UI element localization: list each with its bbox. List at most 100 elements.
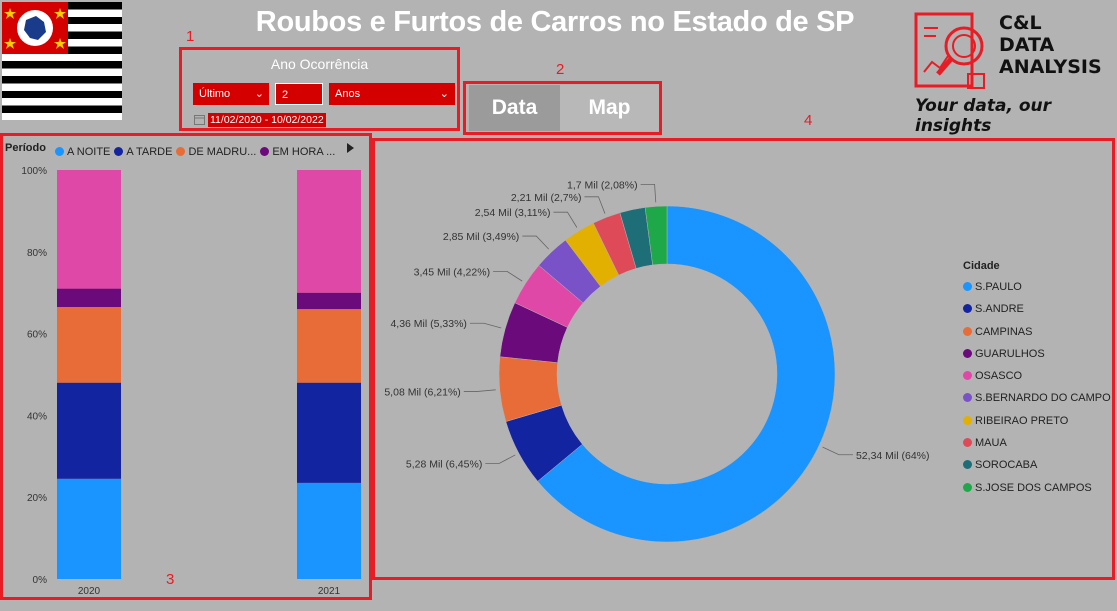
donut-legend-label: S.ANDRE <box>975 303 1024 316</box>
leader-line <box>584 196 606 214</box>
donut-data-label: 2,85 Mil (3,49%) <box>443 231 519 243</box>
donut-legend-item-campinas[interactable]: CAMPINAS <box>963 321 1113 343</box>
donut-data-label: 5,08 Mil (6,21%) <box>384 386 460 398</box>
bar-legend-item-em-hora[interactable]: EM HORA ... <box>260 146 335 156</box>
flag-canton <box>2 2 68 54</box>
donut-data-label: 52,34 Mil (64%) <box>856 450 930 462</box>
donut-data-label: 1,7 Mil (2,08%) <box>567 179 638 191</box>
donut-legend-label: S.JOSE DOS CAMPOS <box>975 481 1092 494</box>
legend-next-icon[interactable] <box>345 142 355 154</box>
donut-legend-item-guarulhos[interactable]: GUARULHOS <box>963 343 1113 365</box>
bar-legend-item-de-madru[interactable]: DE MADRU... <box>176 146 256 156</box>
y-tick-label: 80% <box>27 248 47 259</box>
view-tabs-panel: Data Map <box>463 81 662 135</box>
donut-legend-item-s-andre[interactable]: S.ANDRE <box>963 298 1113 320</box>
leader-line <box>822 446 853 456</box>
donut-chart-plot: 52,34 Mil (64%) 5,28 Mil (6,45%) 5,08 Mil … <box>384 179 930 543</box>
bar-segment-2020-a-tarde[interactable] <box>57 382 121 479</box>
donut-legend-item-sorocaba[interactable]: SOROCABA <box>963 454 1113 476</box>
donut-legend-label: SOROCABA <box>975 459 1038 472</box>
bar-legend-label: EM HORA ... <box>272 146 336 156</box>
donut-data-label: 5,28 Mil (6,45%) <box>406 458 482 470</box>
calendar-icon <box>194 115 205 125</box>
bar-segment-2020-de-madru[interactable] <box>57 307 121 383</box>
bar-legend: A NOITE A TARDE DE MADRU... EM HORA ... <box>55 142 345 156</box>
logo-line-3: ANALYSIS <box>999 56 1102 78</box>
annotation-3: 3 <box>166 571 175 588</box>
period-bar-chart-panel: Período A NOITE A TARDE DE MADRU... EM HORA… <box>0 133 372 600</box>
donut-data-label: 4,36 Mil (5,33%) <box>390 318 466 330</box>
period-unit-select[interactable]: Anos ⌄ <box>329 83 455 105</box>
donut-legend-label: S.BERNARDO DO CAMPO <box>975 392 1111 405</box>
period-count-input[interactable]: 2 <box>275 83 323 105</box>
bar-legend-label: A NOITE <box>67 146 111 156</box>
bar-legend-title: Período <box>5 142 46 154</box>
donut-slice-s-paulo[interactable] <box>537 205 836 543</box>
y-tick-label: 20% <box>27 493 47 504</box>
donut-legend-item-maua[interactable]: MAUA <box>963 432 1113 454</box>
donut-legend-label: OSASCO <box>975 370 1023 383</box>
logo-line-2: DATA <box>999 34 1055 56</box>
legend-dot-icon <box>963 460 972 470</box>
donut-legend-item-s-bernardo-do-campo[interactable]: S.BERNARDO DO CAMPO <box>963 387 1113 409</box>
bar-segment-2021-a-noite[interactable] <box>297 482 361 579</box>
donut-legend: S.PAULO S.ANDRE CAMPINAS GUARULHOS OSASCO S.B… <box>963 276 1113 499</box>
bar-segment-2020-em-hora[interactable] <box>57 288 121 308</box>
legend-dot-icon <box>963 348 972 358</box>
bar-segment-2021-series-4[interactable] <box>297 170 361 293</box>
annotation-2: 2 <box>556 61 565 78</box>
legend-dot-icon <box>963 282 972 291</box>
donut-legend-item-osasco[interactable]: OSASCO <box>963 365 1113 387</box>
leader-line <box>493 270 523 282</box>
y-tick-label: 0% <box>33 575 48 586</box>
legend-dot-icon <box>114 147 124 156</box>
legend-dot-icon <box>963 482 972 492</box>
donut-legend-label: MAUA <box>975 437 1007 450</box>
legend-dot-icon <box>963 371 972 381</box>
magnifier-document-icon <box>914 12 985 89</box>
company-logo: C&L DATA ANALYSIS Your data, our insight… <box>912 12 1112 136</box>
y-tick-label: 100% <box>21 166 47 177</box>
bar-chart-plot: 100% 80% 60% 40% 20% 0% 2020 2021 <box>21 166 361 597</box>
bar-legend-label: A TARDE <box>126 146 173 156</box>
leader-line <box>463 389 496 392</box>
bar-segment-2021-de-madru[interactable] <box>297 309 361 383</box>
annotation-1: 1 <box>186 28 195 45</box>
bar-segment-2021-a-tarde[interactable] <box>297 382 361 483</box>
period-unit-value: Anos <box>335 88 361 100</box>
bar-segment-2020-a-noite[interactable] <box>57 478 121 579</box>
donut-slice-s-jose-dos-campos[interactable] <box>644 205 668 266</box>
filter-title: Ano Ocorrência <box>270 56 369 72</box>
bar-segment-2021-em-hora[interactable] <box>297 292 361 310</box>
tab-map[interactable]: Map <box>560 85 659 131</box>
donut-legend-item-s-jose-dos-campos[interactable]: S.JOSE DOS CAMPOS <box>963 477 1113 499</box>
bar-legend-item-a-noite[interactable]: A NOITE <box>55 146 110 156</box>
tab-data[interactable]: Data <box>469 85 560 131</box>
bar-legend-item-a-tarde[interactable]: A TARDE <box>114 146 172 156</box>
donut-data-label: 2,21 Mil (2,7%) <box>511 192 582 204</box>
sao-paulo-flag <box>2 2 122 120</box>
legend-dot-icon <box>176 147 186 156</box>
annotation-4: 4 <box>804 112 813 129</box>
chevron-down-icon: ⌄ <box>254 88 264 100</box>
leader-line <box>553 211 578 228</box>
donut-legend-item-ribeirao-preto[interactable]: RIBEIRAO PRETO <box>963 410 1113 432</box>
legend-dot-icon <box>963 438 972 448</box>
donut-legend-title: Cidade <box>963 260 1000 272</box>
legend-dot-icon <box>963 304 972 314</box>
relative-mode-select[interactable]: Último ⌄ <box>193 83 269 105</box>
bar-segment-2020-series-4[interactable] <box>57 170 121 289</box>
legend-dot-icon <box>963 393 972 403</box>
donut-legend-item-s-paulo[interactable]: S.PAULO <box>963 276 1113 298</box>
legend-dot-icon <box>260 147 270 156</box>
legend-dot-icon <box>963 326 972 336</box>
donut-legend-label: CAMPINAS <box>975 325 1033 338</box>
donut-legend-label: GUARULHOS <box>975 347 1045 360</box>
relative-mode-value: Último <box>199 88 231 100</box>
donut-data-label: 2,54 Mil (3,11%) <box>475 207 551 219</box>
bar-legend-label: DE MADRU... <box>188 146 257 156</box>
legend-dot-icon <box>963 415 972 425</box>
flag-emblem-icon <box>4 8 66 49</box>
city-donut-chart-panel: 52,34 Mil (64%) 5,28 Mil (6,45%) 5,08 Mil … <box>372 138 1115 580</box>
y-tick-label: 40% <box>27 411 47 422</box>
